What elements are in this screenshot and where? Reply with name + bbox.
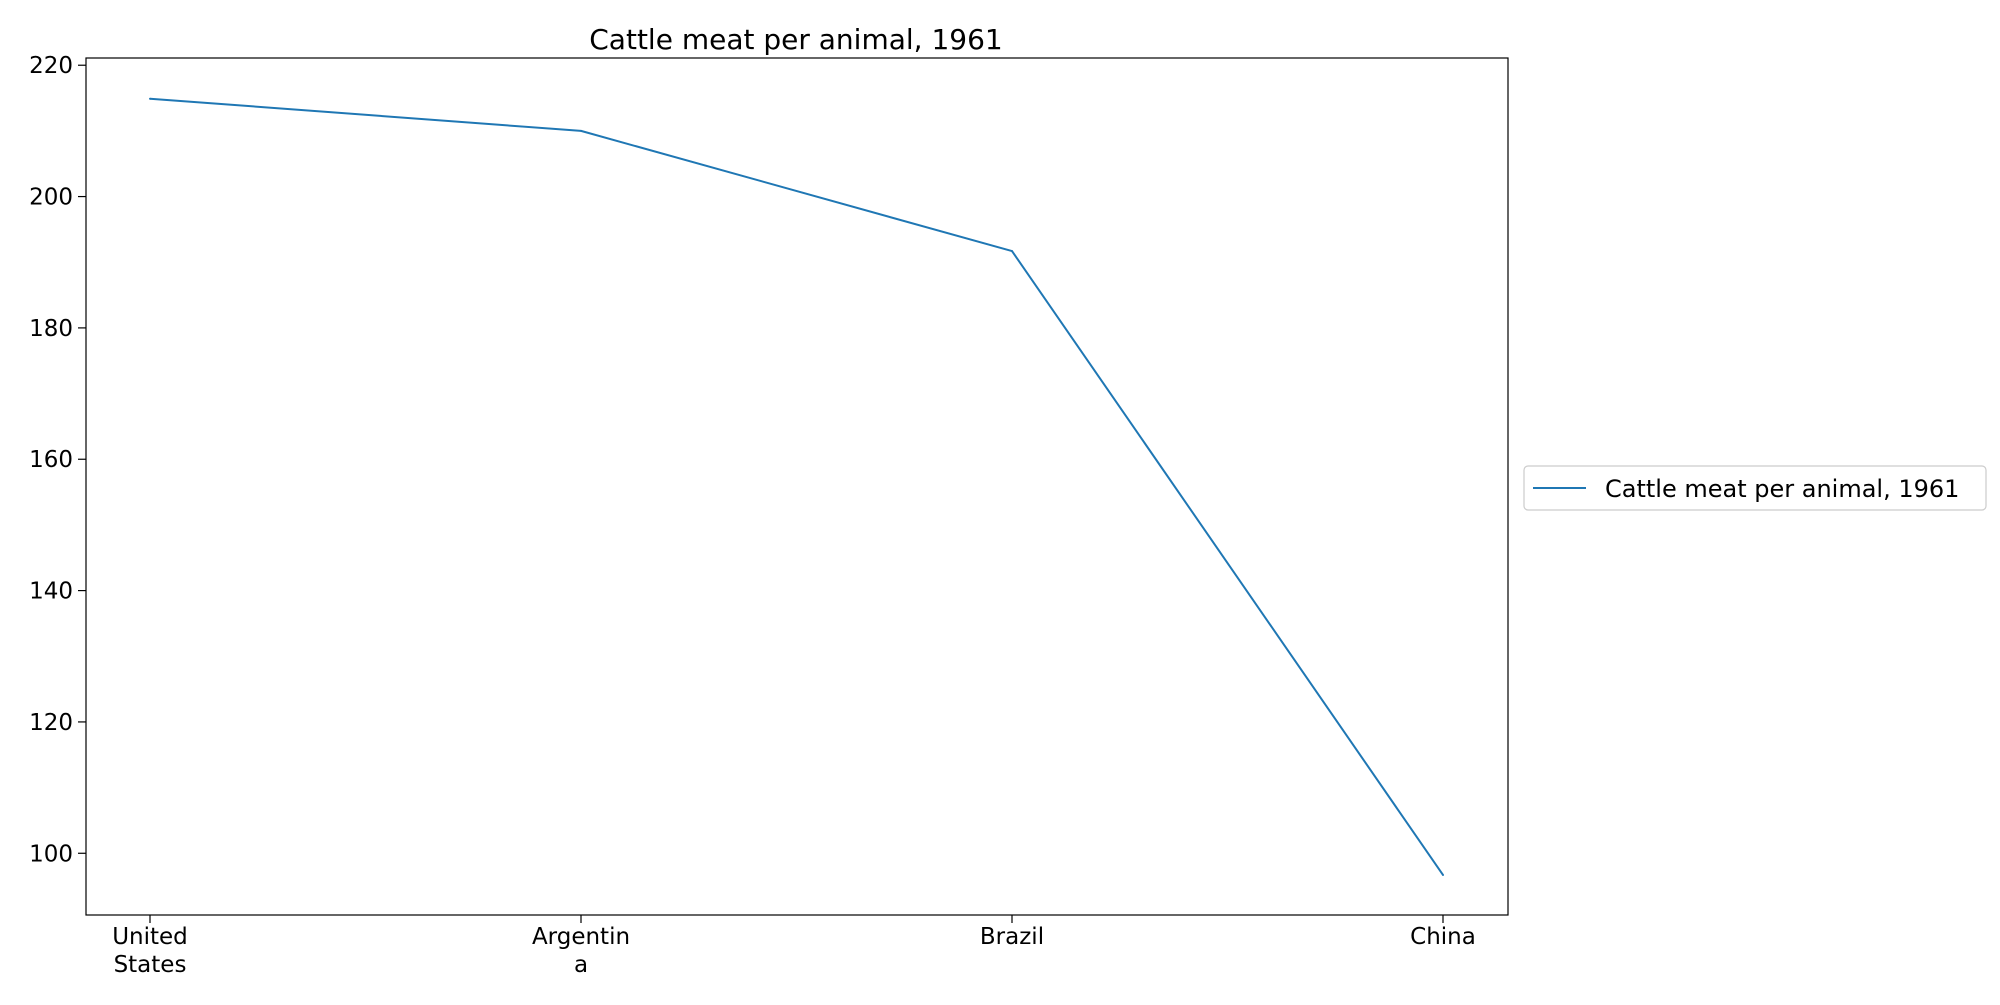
series-line xyxy=(149,97,1444,876)
x-axis: United States Argentin a Brazil China xyxy=(112,915,1476,978)
x-tick-label: Argentin a xyxy=(532,924,630,978)
x-tick-label: Brazil xyxy=(980,924,1044,950)
legend-box xyxy=(1523,465,1987,511)
y-tick-label: 180 xyxy=(29,316,73,342)
data-point xyxy=(580,129,582,132)
y-tick-label: 100 xyxy=(29,841,73,867)
chart-title: Cattle meat per animal, 1961 xyxy=(589,23,1002,56)
data-point xyxy=(149,97,151,100)
plot-area-frame xyxy=(85,57,1509,916)
y-tick-label: 140 xyxy=(29,579,73,605)
data-point xyxy=(1011,250,1013,253)
series-layer xyxy=(149,97,1444,876)
y-tick-label: 220 xyxy=(29,53,73,79)
y-tick-label: 200 xyxy=(29,185,73,211)
x-tick-label: United States xyxy=(112,924,188,978)
data-point xyxy=(1442,873,1444,876)
y-axis: 100 120 140 160 180 200 220 xyxy=(29,53,86,867)
x-tick-label: China xyxy=(1410,924,1476,950)
y-tick-label: 160 xyxy=(29,447,73,473)
y-tick-label: 120 xyxy=(29,710,73,736)
legend: Cattle meat per animal, 1961 xyxy=(1523,465,1987,511)
legend-label: Cattle meat per animal, 1961 xyxy=(1605,475,1959,503)
